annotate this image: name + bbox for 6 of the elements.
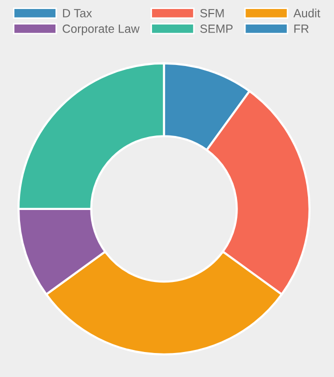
legend-label: Audit — [293, 8, 320, 18]
legend-label: Corporate Law — [62, 24, 140, 36]
legend-label: SEMP — [200, 24, 233, 33]
legend-label: D Tax — [63, 9, 92, 18]
legend-label: SFM — [200, 8, 224, 18]
legend-label: FR — [294, 24, 309, 33]
